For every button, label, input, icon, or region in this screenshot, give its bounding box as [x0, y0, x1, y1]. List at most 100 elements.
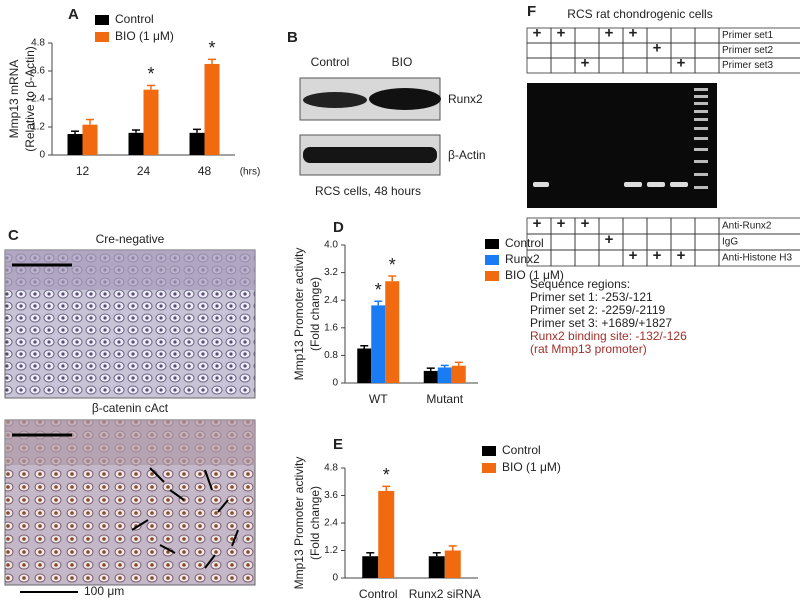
gel: [527, 83, 717, 208]
panel-label: E: [333, 436, 343, 453]
image-label: Cre-negative: [96, 232, 165, 246]
x-tick-label: 24: [137, 164, 151, 178]
table-cell: [694, 249, 720, 267]
row-label: Primer set2: [722, 45, 774, 56]
significance-mark: *: [383, 465, 390, 485]
bar: [67, 134, 83, 155]
panel-label: D: [333, 219, 344, 236]
x-tick-label: 48: [198, 164, 212, 178]
table-cell: [694, 27, 720, 44]
y-axis-label: Mmp13 Promoter activity: [292, 457, 306, 590]
y-tick-label: 3.6: [31, 66, 45, 77]
table-cell: [574, 233, 600, 251]
bar: [189, 132, 205, 155]
band: [303, 92, 367, 108]
table-cell: [550, 233, 576, 251]
image-label: β-catenin cAct: [92, 401, 169, 415]
table-cell: [574, 27, 600, 44]
table-cell: [526, 57, 552, 74]
y-tick-label: 0: [332, 378, 338, 389]
bar: [451, 365, 466, 383]
bar: [385, 281, 400, 383]
legend-swatch: [482, 446, 496, 456]
gel-bands: [533, 182, 688, 187]
panel-label: A: [68, 6, 79, 23]
table-cell: [622, 42, 648, 59]
table-cell: [550, 42, 576, 59]
bar: [357, 348, 372, 383]
table-mark: +: [557, 24, 566, 41]
table-cell: [622, 57, 648, 74]
y-tick-label: 2.4: [31, 94, 45, 105]
table-cell: [526, 42, 552, 59]
y-tick-label: 0.8: [324, 350, 338, 361]
y-axis-label: Mmp13 Promoter activity: [292, 248, 306, 381]
bar: [371, 305, 386, 383]
table-cell: [598, 42, 624, 59]
x-tick-label: Runx2 siRNA: [409, 587, 481, 601]
bar: [423, 370, 438, 383]
y-tick-label: 3.6: [324, 490, 338, 501]
significance-mark: *: [208, 38, 215, 58]
panel-label: F: [527, 3, 536, 20]
legend-label: Control: [115, 12, 154, 26]
table-cell: [598, 249, 624, 267]
x-axis-label: (hrs): [240, 167, 261, 178]
y-tick-label: 4.8: [31, 38, 45, 49]
table-mark: +: [605, 24, 614, 41]
row-label: Anti-Runx2: [722, 221, 772, 232]
x-tick-label: Control: [359, 587, 398, 601]
table-mark: +: [533, 24, 542, 41]
band: [303, 147, 437, 163]
table-cell: [574, 249, 600, 267]
table-mark: +: [653, 247, 662, 264]
legend-label: Runx2: [505, 252, 540, 266]
bar: [362, 556, 379, 578]
scale-label: 100 μm: [84, 584, 124, 598]
table-mark: +: [677, 54, 686, 71]
table-mark: +: [629, 247, 638, 264]
table-cell: [670, 27, 696, 44]
table-cell: [718, 249, 800, 267]
significance-mark: *: [375, 280, 382, 300]
x-tick-label: WT: [369, 392, 388, 406]
legend-label: Control: [505, 236, 544, 250]
table-cell: [550, 249, 576, 267]
table-cell: [694, 233, 720, 251]
legend-swatch: [485, 239, 499, 249]
legend-label: BIO (1 μM): [505, 268, 564, 282]
legend-label: Control: [502, 443, 541, 457]
legend-label: BIO (1 μM): [115, 29, 174, 43]
blot-caption: RCS cells, 48 hours: [315, 184, 421, 198]
x-tick-label: Mutant: [426, 392, 463, 406]
table-cell: [694, 42, 720, 59]
band-label: β-Actin: [448, 148, 486, 162]
arrows: [131, 467, 239, 569]
table-mark: +: [581, 215, 590, 232]
legend-label: BIO (1 μM): [502, 460, 561, 474]
table-cell: [718, 57, 800, 74]
table-mark: +: [533, 215, 542, 232]
y-axis-label: (Fold change): [308, 486, 322, 560]
y-axis-label: Mmp13 mRNA: [7, 60, 21, 139]
row-label: Primer set1: [722, 30, 774, 41]
bar: [143, 89, 159, 155]
significance-mark: *: [389, 255, 396, 275]
table-mark: +: [581, 54, 590, 71]
table-cell: [550, 57, 576, 74]
note: Sequence regions:: [530, 277, 630, 291]
legend-swatch: [95, 32, 109, 42]
y-tick-label: 4.8: [324, 463, 338, 474]
panel-label: C: [8, 227, 19, 244]
y-axis-label: (Fold change): [308, 277, 322, 351]
band-label: Runx2: [448, 92, 483, 106]
table-cell: [622, 217, 648, 235]
row-label: IgG: [722, 237, 738, 248]
note-highlight: (rat Mmp13 promoter): [530, 342, 647, 356]
row-label: Primer set3: [722, 60, 774, 71]
bar: [444, 550, 461, 578]
y-tick-label: 1.2: [324, 545, 338, 556]
row-label: Anti-Histone H3: [722, 253, 792, 264]
note: Primer set 1: -253/-121: [530, 290, 653, 304]
